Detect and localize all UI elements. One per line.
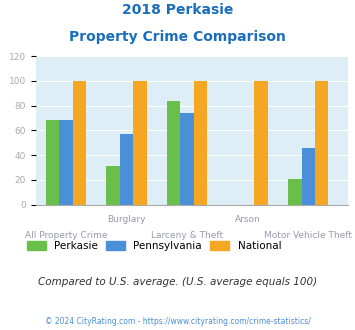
Bar: [46, 120, 59, 205]
Bar: [289, 179, 302, 205]
Text: Motor Vehicle Theft: Motor Vehicle Theft: [264, 231, 353, 240]
Text: Property Crime Comparison: Property Crime Comparison: [69, 30, 286, 44]
Bar: [255, 81, 268, 205]
Text: 2018 Perkasie: 2018 Perkasie: [122, 3, 233, 17]
Text: © 2024 CityRating.com - https://www.cityrating.com/crime-statistics/: © 2024 CityRating.com - https://www.city…: [45, 317, 310, 326]
Text: Arson: Arson: [235, 214, 261, 223]
Bar: [106, 166, 120, 205]
Text: All Property Crime: All Property Crime: [24, 231, 107, 240]
Bar: [167, 101, 180, 205]
Bar: [59, 120, 72, 205]
Bar: [180, 113, 194, 205]
Bar: [72, 81, 86, 205]
Bar: [120, 134, 133, 205]
Legend: Perkasie, Pennsylvania, National: Perkasie, Pennsylvania, National: [23, 237, 285, 255]
Bar: [315, 81, 328, 205]
Text: Burglary: Burglary: [107, 214, 146, 223]
Bar: [194, 81, 207, 205]
Text: Compared to U.S. average. (U.S. average equals 100): Compared to U.S. average. (U.S. average …: [38, 277, 317, 287]
Bar: [133, 81, 147, 205]
Text: Larceny & Theft: Larceny & Theft: [151, 231, 223, 240]
Bar: [302, 148, 315, 205]
